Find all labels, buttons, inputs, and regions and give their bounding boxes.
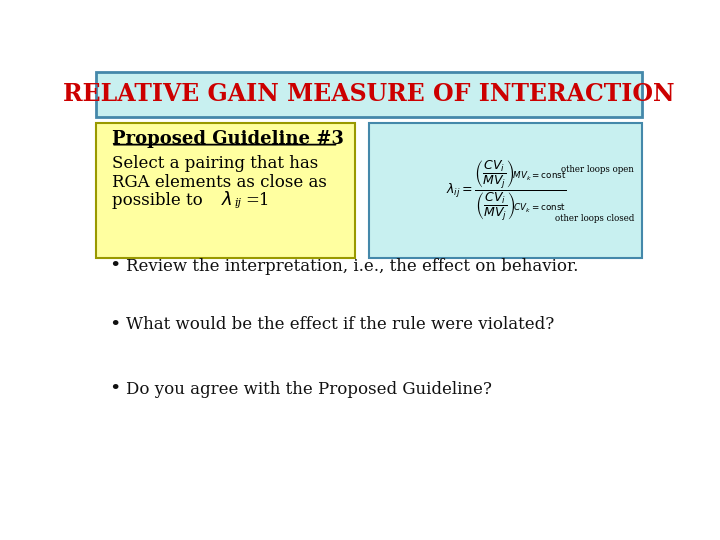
Text: $\lambda$: $\lambda$	[221, 191, 233, 208]
Text: $\lambda_{ij} = \dfrac{\left(\dfrac{CV_i}{MV_j}\right)_{\!MV_k=\mathrm{const}}}{: $\lambda_{ij} = \dfrac{\left(\dfrac{CV_i…	[446, 159, 567, 223]
FancyBboxPatch shape	[96, 123, 355, 258]
Text: Do you agree with the Proposed Guideline?: Do you agree with the Proposed Guideline…	[126, 381, 492, 397]
FancyBboxPatch shape	[369, 123, 642, 258]
Text: Review the interpretation, i.e., the effect on behavior.: Review the interpretation, i.e., the eff…	[126, 258, 579, 275]
Text: ij: ij	[234, 198, 241, 208]
Text: RELATIVE GAIN MEASURE OF INTERACTION: RELATIVE GAIN MEASURE OF INTERACTION	[63, 82, 675, 106]
Text: •: •	[109, 316, 121, 334]
Text: Select a pairing that has: Select a pairing that has	[112, 156, 318, 172]
Text: •: •	[109, 380, 121, 398]
Text: •: •	[109, 258, 121, 275]
Text: other loops closed: other loops closed	[554, 214, 634, 223]
Text: =1: =1	[245, 192, 269, 209]
Text: possible to: possible to	[112, 192, 208, 209]
Text: What would be the effect if the rule were violated?: What would be the effect if the rule wer…	[126, 316, 554, 333]
Text: Proposed Guideline #3: Proposed Guideline #3	[112, 130, 344, 148]
FancyBboxPatch shape	[96, 72, 642, 117]
Text: RGA elements as close as: RGA elements as close as	[112, 173, 327, 191]
Text: other loops open: other loops open	[562, 165, 634, 174]
